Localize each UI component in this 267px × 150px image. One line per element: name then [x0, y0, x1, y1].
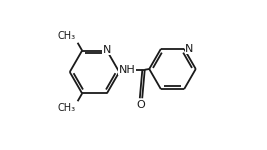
Text: CH₃: CH₃ [58, 103, 76, 113]
Text: NH: NH [118, 65, 135, 75]
Text: N: N [185, 44, 194, 54]
Text: N: N [103, 45, 111, 55]
Text: CH₃: CH₃ [58, 31, 76, 41]
Text: O: O [137, 100, 145, 111]
